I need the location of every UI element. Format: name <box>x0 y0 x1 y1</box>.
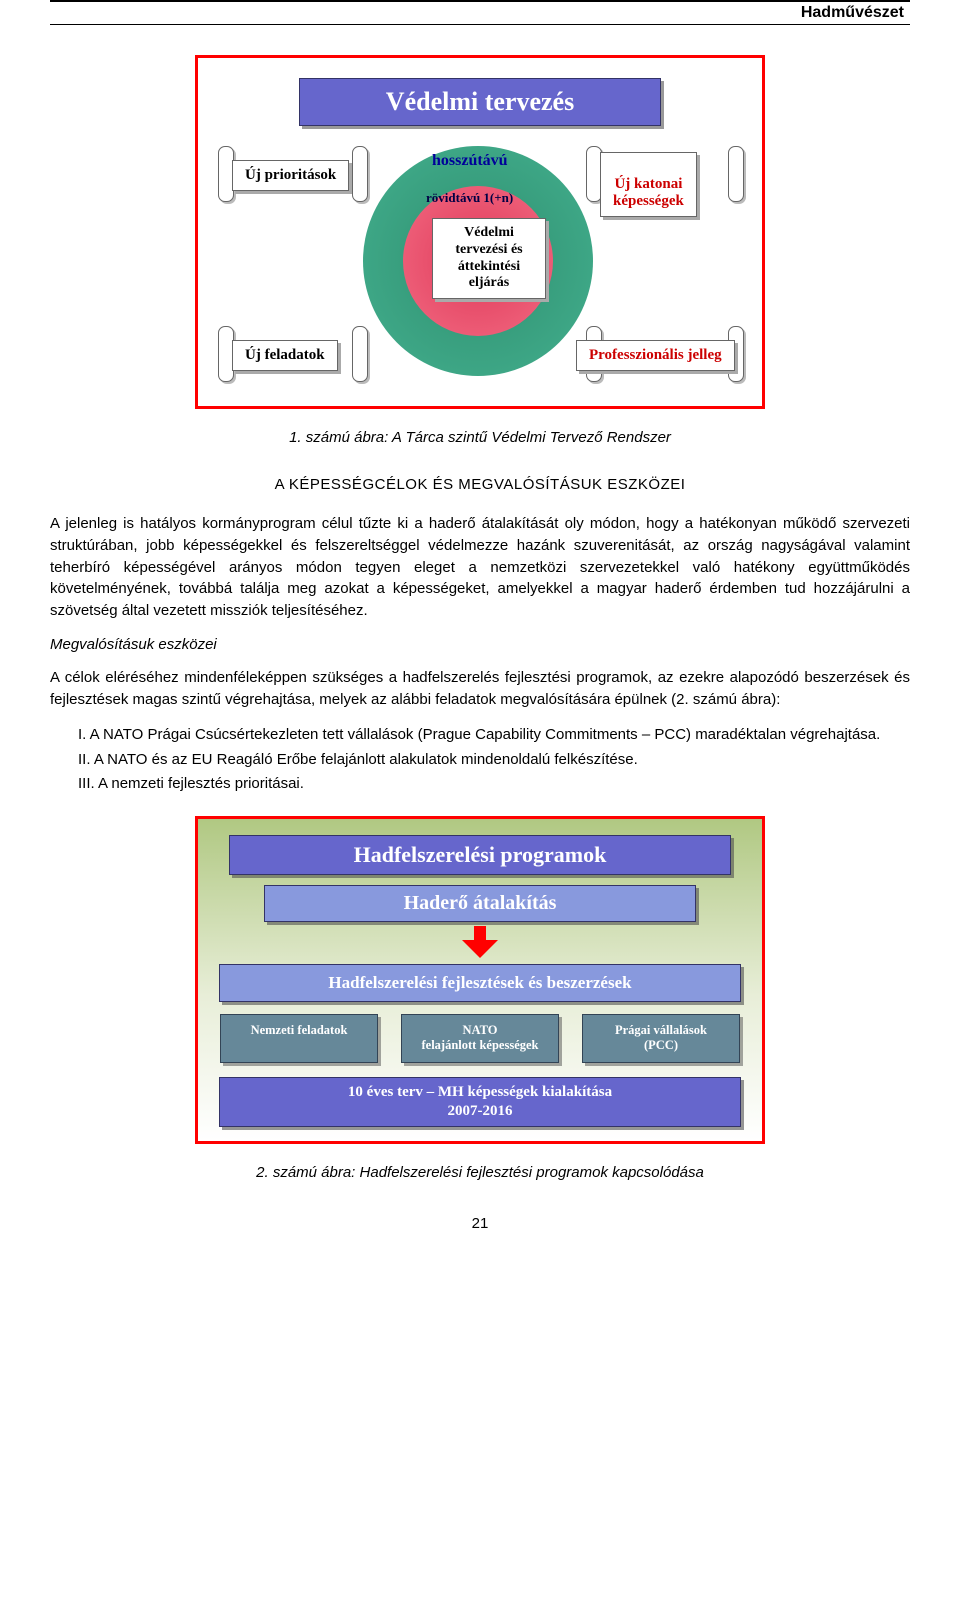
figure1-box-label: Professzionális jelleg <box>589 347 722 363</box>
figure2-bar-plan: 10 éves terv – MH képességek kialakítása… <box>219 1077 741 1127</box>
section-title: A KÉPESSÉGCÉLOK ÉS MEGVALÓSÍTÁSUK ESZKÖZ… <box>50 476 910 493</box>
figure2-pillar-label: NATO felajánlott képességek <box>422 1023 539 1053</box>
figure1-box-top-left: Új prioritások <box>232 160 349 191</box>
figure1-center-text: Védelmi tervezési és áttekintési eljárás <box>455 225 522 290</box>
figure2-caption: 2. számú ábra: Hadfelszerelési fejleszté… <box>50 1164 910 1181</box>
figure1-arc-inner: rövidtávú 1(+n) <box>426 190 513 206</box>
page-number: 21 <box>50 1215 910 1232</box>
figure1-box-bottom-left: Új feladatok <box>232 340 338 371</box>
figure2-pillar-national: Nemzeti feladatok <box>220 1014 378 1063</box>
scroll-icon <box>728 146 744 202</box>
figure1-box-label: Új feladatok <box>245 347 325 363</box>
figure2-bar-programs: Hadfelszerelési programok <box>229 835 731 875</box>
paragraph-2: A célok eléréséhez mindenféleképpen szük… <box>50 667 910 711</box>
figure2-bottom-label: 10 éves terv – MH képességek kialakítása… <box>348 1084 612 1119</box>
figure2-pillar-label: Prágai vállalások (PCC) <box>615 1023 707 1053</box>
figure1-caption: 1. számú ábra: A Tárca szintű Védelmi Te… <box>50 429 910 446</box>
figure1-box-top-right: Új katonai képességek <box>600 152 697 217</box>
subheading: Megvalósításuk eszközei <box>50 636 910 653</box>
figure1-box-bottom-right: Professzionális jelleg <box>576 340 735 371</box>
figure1-box-label: Új katonai képességek <box>613 176 684 209</box>
figure1-body: hosszútávú rövidtávú 1(+n) Védelmi terve… <box>228 146 732 386</box>
figure-2: Hadfelszerelési programok Haderő átalakí… <box>195 816 765 1144</box>
figure1-box-label: Új prioritások <box>245 167 336 183</box>
header-title: Hadművészet <box>50 4 910 24</box>
figure-1: Védelmi tervezés hosszútávú rövidtávú 1(… <box>195 55 765 409</box>
header-rule-bottom <box>50 24 910 25</box>
figure2-pillar-label: Nemzeti feladatok <box>251 1023 348 1037</box>
paragraph-1: A jelenleg is hatályos kormányprogram cé… <box>50 513 910 622</box>
figure2-pillar-pcc: Prágai vállalások (PCC) <box>582 1014 740 1063</box>
figure1-title: Védelmi tervezés <box>299 78 661 126</box>
figure2-bar-transform: Haderő átalakítás <box>264 885 696 922</box>
list-item: III. A nemzeti fejlesztés prioritásai. <box>78 773 910 796</box>
header-rule-top <box>50 0 910 2</box>
list-item: I. A NATO Prágai Csúcsértekezleten tett … <box>78 724 910 747</box>
figure1-center-box: Védelmi tervezési és áttekintési eljárás <box>432 218 546 299</box>
arrow-down-icon <box>462 926 498 960</box>
numbered-list: I. A NATO Prágai Csúcsértekezleten tett … <box>78 724 910 796</box>
list-item: II. A NATO és az EU Reagáló Erőbe felajá… <box>78 749 910 772</box>
page: Hadművészet Védelmi tervezés hosszútávú … <box>0 0 960 1272</box>
figure2-bar-develop: Hadfelszerelési fejlesztések és beszerzé… <box>219 964 741 1002</box>
figure1-arc-outer: hosszútávú <box>432 152 508 170</box>
figure2-pillars-row: Nemzeti feladatok NATO felajánlott képes… <box>220 1014 740 1063</box>
scroll-icon <box>352 146 368 202</box>
scroll-icon <box>352 326 368 382</box>
figure2-pillar-nato: NATO felajánlott képességek <box>401 1014 559 1063</box>
